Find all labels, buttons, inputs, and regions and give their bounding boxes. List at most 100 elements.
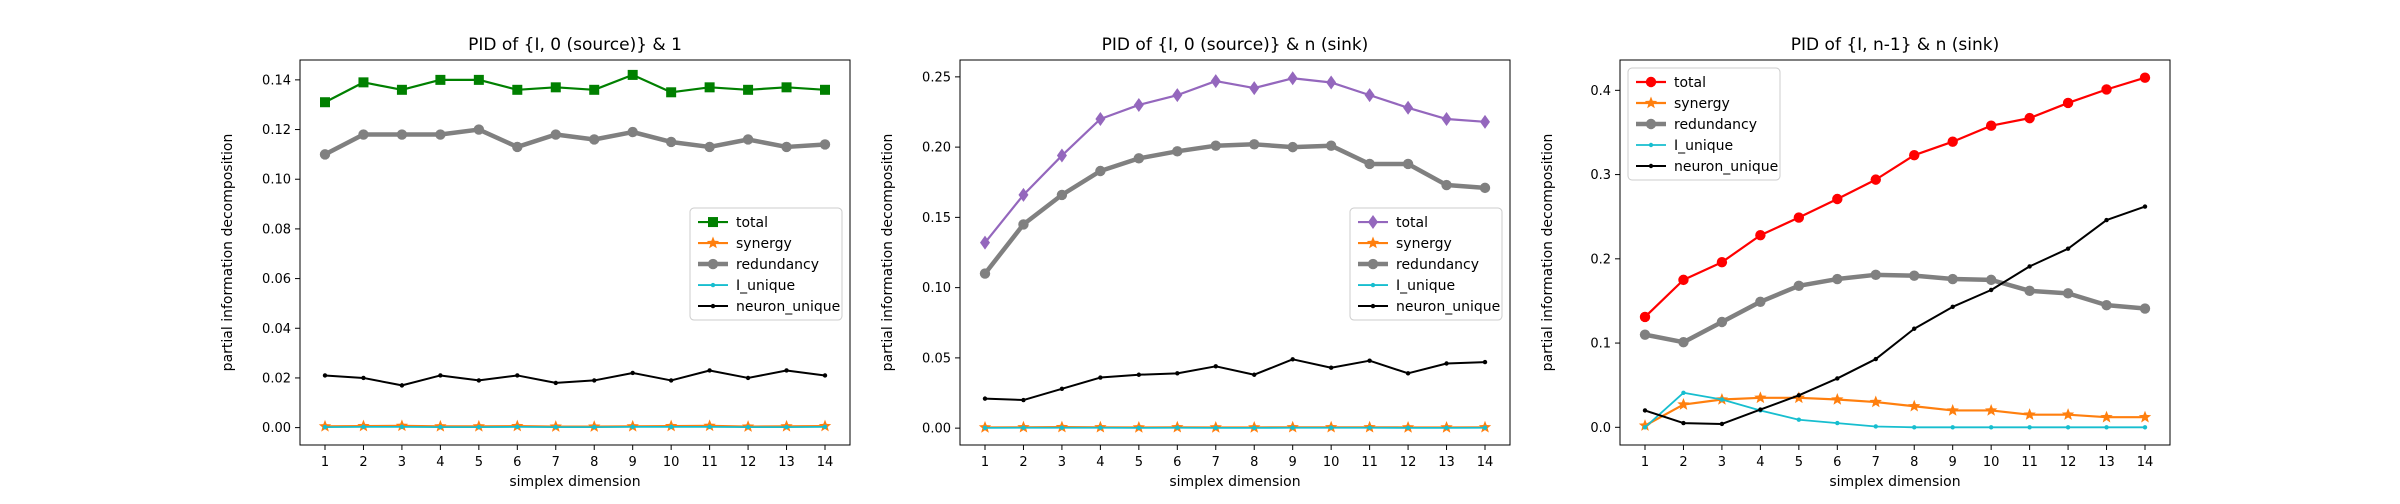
data-point xyxy=(630,425,634,429)
data-point xyxy=(551,129,561,139)
data-point xyxy=(743,134,753,144)
data-point xyxy=(1326,141,1336,151)
data-point xyxy=(551,82,561,92)
data-point xyxy=(1483,360,1487,364)
data-point xyxy=(1835,421,1839,425)
data-point xyxy=(784,368,788,372)
x-tick-label: 5 xyxy=(475,455,483,470)
data-point xyxy=(435,129,445,139)
data-point xyxy=(477,425,481,429)
legend-label: total xyxy=(736,215,768,231)
x-tick-label: 13 xyxy=(1438,455,1455,470)
data-point xyxy=(1912,425,1916,429)
data-point xyxy=(358,129,368,139)
data-point xyxy=(320,97,330,107)
legend-label: neuron_unique xyxy=(1396,299,1500,315)
data-point xyxy=(1367,426,1371,430)
data-point xyxy=(477,378,481,382)
data-point xyxy=(1986,121,1996,131)
data-point xyxy=(1021,398,1025,402)
data-point xyxy=(2024,113,2034,123)
legend-swatch-marker xyxy=(711,283,715,287)
y-tick-label: 0.08 xyxy=(262,222,291,237)
x-tick-label: 4 xyxy=(1096,455,1104,470)
data-point xyxy=(823,425,827,429)
legend-label: redundancy xyxy=(1674,117,1757,133)
data-point xyxy=(2104,425,2108,429)
data-point xyxy=(438,425,442,429)
data-point xyxy=(1329,426,1333,430)
x-tick-label: 3 xyxy=(398,455,406,470)
data-point xyxy=(1364,159,1374,169)
data-point xyxy=(627,127,637,137)
y-tick-label: 0.02 xyxy=(262,371,291,386)
legend-swatch-marker xyxy=(1649,164,1653,168)
data-point xyxy=(1441,180,1451,190)
data-point xyxy=(983,396,987,400)
data-point xyxy=(1681,421,1685,425)
data-point xyxy=(1329,366,1333,370)
x-tick-label: 3 xyxy=(1718,455,1726,470)
data-point xyxy=(1950,305,1954,309)
data-point xyxy=(397,85,407,95)
data-point xyxy=(1249,139,1259,149)
data-point xyxy=(2101,84,2111,94)
y-tick-label: 0.06 xyxy=(262,272,291,287)
data-point xyxy=(592,425,596,429)
data-point xyxy=(1871,270,1881,280)
x-tick-label: 9 xyxy=(629,455,637,470)
data-point xyxy=(438,373,442,377)
data-point xyxy=(1480,183,1490,193)
data-point xyxy=(554,425,558,429)
x-tick-label: 6 xyxy=(1173,455,1181,470)
data-point xyxy=(1950,425,1954,429)
data-point xyxy=(2143,204,2147,208)
data-point xyxy=(1172,146,1182,156)
data-point xyxy=(1755,297,1765,307)
data-point xyxy=(1989,288,1993,292)
data-point xyxy=(1681,391,1685,395)
legend-swatch-marker xyxy=(708,217,718,227)
data-point xyxy=(1678,275,1688,285)
y-axis-label: partial information decomposition xyxy=(1540,134,1556,372)
data-point xyxy=(2140,72,2150,82)
data-point xyxy=(743,85,753,95)
legend-label: neuron_unique xyxy=(1674,159,1778,175)
data-point xyxy=(630,371,634,375)
data-point xyxy=(512,85,522,95)
data-point xyxy=(1095,166,1105,176)
data-point xyxy=(784,425,788,429)
legend-swatch-marker xyxy=(1371,304,1375,308)
data-point xyxy=(707,368,711,372)
x-tick-label: 11 xyxy=(701,455,718,470)
data-point xyxy=(666,137,676,147)
x-tick-label: 6 xyxy=(1833,455,1841,470)
data-point xyxy=(1444,361,1448,365)
legend-swatch-marker xyxy=(1646,119,1656,129)
y-tick-label: 0.05 xyxy=(922,351,951,366)
data-point xyxy=(1794,281,1804,291)
data-point xyxy=(1871,174,1881,184)
data-point xyxy=(592,378,596,382)
x-tick-label: 8 xyxy=(590,455,598,470)
legend: totalsynergyredundancyI_uniqueneuron_uni… xyxy=(1350,208,1502,320)
data-point xyxy=(1060,387,1064,391)
data-point xyxy=(1717,257,1727,267)
x-tick-label: 14 xyxy=(2137,455,2154,470)
data-point xyxy=(669,378,673,382)
data-point xyxy=(1175,371,1179,375)
data-point xyxy=(2024,286,2034,296)
y-tick-label: 0.0 xyxy=(1590,421,1611,436)
data-point xyxy=(1134,153,1144,163)
x-tick-label: 11 xyxy=(1361,455,1378,470)
data-point xyxy=(1367,358,1371,362)
data-point xyxy=(1252,426,1256,430)
data-point xyxy=(1758,407,1762,411)
data-point xyxy=(1986,275,1996,285)
data-point xyxy=(1720,422,1724,426)
data-point xyxy=(2143,425,2147,429)
x-tick-label: 14 xyxy=(1477,455,1494,470)
y-tick-label: 0.10 xyxy=(922,281,951,296)
